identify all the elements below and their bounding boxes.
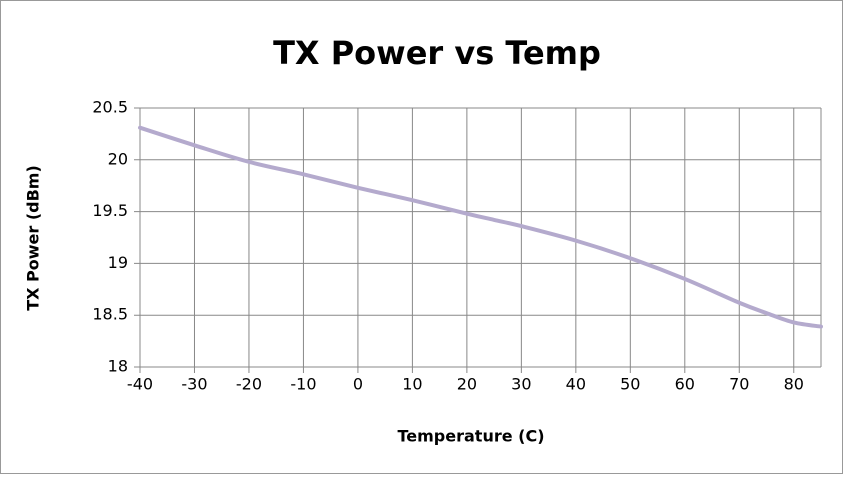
x-tick-label: 60 bbox=[675, 375, 695, 394]
x-tick-label: 0 bbox=[353, 375, 363, 394]
x-tick-label: -10 bbox=[290, 375, 316, 394]
y-tick-label: 18 bbox=[108, 357, 128, 376]
y-tick-label: 20.5 bbox=[92, 98, 128, 117]
x-tick-label: 70 bbox=[729, 375, 749, 394]
x-tick-label: -20 bbox=[236, 375, 262, 394]
x-tick-label: 40 bbox=[566, 375, 586, 394]
x-tick-label: 50 bbox=[620, 375, 640, 394]
x-tick-label: -40 bbox=[127, 375, 153, 394]
chart-title: TX Power vs Temp bbox=[273, 34, 601, 72]
series-line bbox=[138, 125, 823, 329]
x-tick-label: 10 bbox=[402, 375, 422, 394]
x-tick-label: 80 bbox=[784, 375, 804, 394]
y-axis-label: TX Power (dBm) bbox=[24, 165, 43, 311]
y-tick-label: 18.5 bbox=[92, 305, 128, 324]
y-tick-label: 19 bbox=[108, 253, 128, 272]
x-tick-label: 30 bbox=[511, 375, 531, 394]
x-tick-label: -30 bbox=[181, 375, 207, 394]
x-tick-label: 20 bbox=[457, 375, 477, 394]
x-axis-label: Temperature (C) bbox=[397, 427, 544, 446]
y-tick-label: 19.5 bbox=[92, 201, 128, 220]
y-tick-label: 20 bbox=[108, 149, 128, 168]
